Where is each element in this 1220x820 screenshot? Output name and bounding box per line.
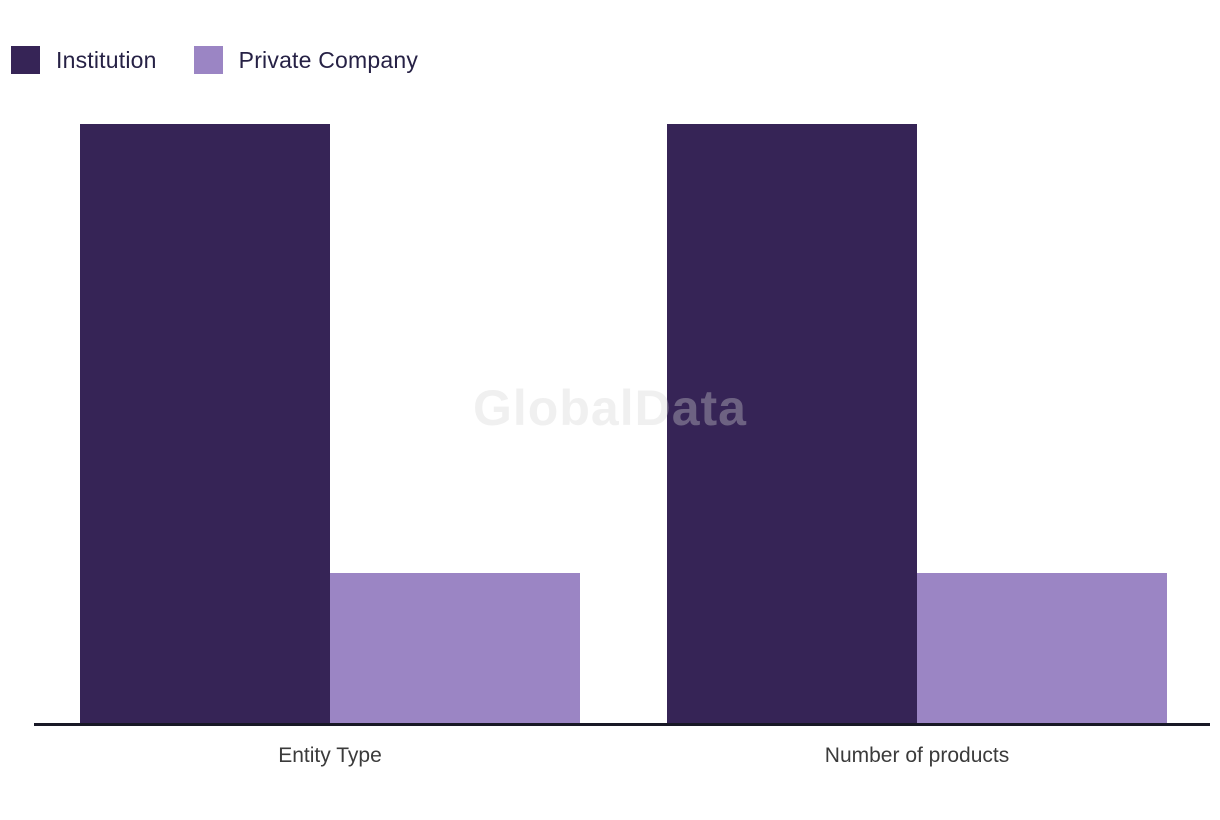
x-axis-label-entity-type: Entity Type [278, 744, 382, 767]
legend-swatch-private-company-icon [193, 46, 223, 74]
x-axis-label-number-of-products: Number of products [824, 744, 1010, 767]
legend-item-private-company[interactable]: Private Company [193, 46, 419, 74]
x-axis-line [34, 723, 1210, 726]
bar-institution-number-of-products[interactable] [667, 124, 917, 723]
bar-institution-entity-type[interactable] [80, 124, 330, 723]
legend-swatch-institution-icon [11, 46, 40, 74]
chart-legend: Institution Private Company [11, 46, 418, 74]
bar-private-company-number-of-products[interactable] [917, 573, 1167, 723]
legend-item-institution[interactable]: Institution [11, 46, 157, 74]
legend-label-institution: Institution [56, 46, 157, 73]
legend-label-private-company: Private Company [238, 46, 419, 73]
bar-private-company-entity-type[interactable] [330, 573, 580, 723]
